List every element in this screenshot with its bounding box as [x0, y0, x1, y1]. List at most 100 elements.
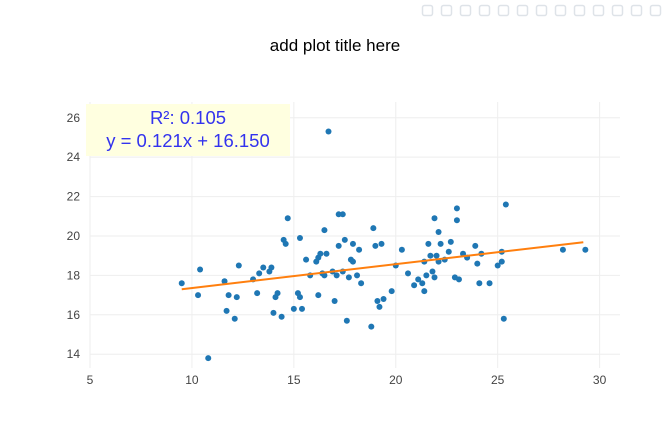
data-point [335, 242, 342, 249]
autoscale-icon[interactable] [554, 4, 567, 17]
data-point [421, 288, 428, 295]
data-point [559, 246, 566, 253]
data-point [494, 262, 501, 269]
data-point [433, 252, 440, 259]
x-tick-label: 15 [287, 373, 301, 387]
data-point [341, 236, 348, 243]
data-point [445, 248, 452, 255]
data-point [205, 355, 212, 362]
lasso-select-icon[interactable] [497, 4, 510, 17]
data-point [331, 298, 338, 305]
x-tick-label: 25 [491, 373, 505, 387]
data-point [299, 305, 305, 312]
data-point [235, 262, 242, 269]
x-tick-label: 5 [87, 373, 94, 387]
data-point [296, 234, 303, 241]
data-point [380, 296, 387, 303]
data-point [498, 258, 505, 265]
x-tick-label: 10 [185, 373, 199, 387]
data-point [368, 323, 375, 330]
data-point [274, 290, 281, 297]
data-point [455, 276, 462, 283]
data-point [317, 250, 324, 257]
data-point [333, 272, 340, 279]
data-point [233, 294, 240, 301]
data-point [254, 290, 261, 297]
hover-closest-icon[interactable] [611, 4, 624, 17]
hover-compare-icon[interactable] [630, 4, 643, 17]
plotly-logo-icon[interactable] [649, 4, 662, 17]
data-point [376, 303, 383, 310]
data-point [378, 240, 385, 247]
data-point [178, 280, 185, 287]
regression-annotation: R²: 0.105 y = 0.121x + 16.150 [86, 104, 290, 156]
data-point [447, 238, 454, 245]
pan-icon[interactable] [459, 4, 472, 17]
reset-axes-icon[interactable] [573, 4, 586, 17]
data-point [500, 315, 507, 322]
data-point [349, 258, 356, 265]
data-point [429, 268, 436, 275]
data-point [323, 250, 330, 257]
data-point [303, 256, 310, 263]
y-tick-label: 20 [67, 229, 81, 243]
data-point [223, 307, 230, 314]
y-tick-label: 14 [67, 347, 81, 361]
fit-line [181, 241, 584, 291]
camera-icon[interactable] [421, 4, 434, 17]
data-point [225, 292, 232, 299]
data-point [268, 264, 275, 271]
data-point [356, 246, 363, 253]
data-point [423, 272, 430, 279]
data-point [354, 272, 361, 279]
data-point [486, 280, 493, 287]
data-point [476, 280, 483, 287]
data-point [284, 215, 291, 222]
modebar [421, 4, 662, 17]
data-point [370, 225, 377, 232]
data-point [427, 252, 434, 259]
y-tick-label: 18 [67, 268, 81, 282]
data-point [315, 292, 322, 299]
data-point [398, 246, 405, 253]
box-select-icon[interactable] [478, 4, 491, 17]
plot-title: add plot title here [269, 36, 401, 55]
data-point [270, 309, 277, 316]
y-tick-label: 26 [67, 111, 81, 125]
data-point [256, 270, 263, 277]
data-point [431, 274, 438, 281]
zoom-icon[interactable] [440, 4, 453, 17]
regression-equation: y = 0.121x + 16.150 [106, 130, 270, 151]
data-point [431, 215, 438, 222]
data-point [339, 211, 346, 218]
data-point [435, 229, 442, 236]
data-point [358, 280, 365, 287]
spike-lines-icon[interactable] [592, 4, 605, 17]
x-tick-label: 30 [593, 373, 607, 387]
x-tick-label: 20 [389, 373, 403, 387]
data-point [296, 294, 303, 301]
data-point [474, 260, 481, 267]
data-point [453, 205, 460, 212]
data-point [260, 264, 267, 271]
data-point [372, 242, 379, 249]
data-point [472, 242, 479, 249]
data-point [282, 240, 289, 247]
data-point [419, 280, 426, 287]
data-point [411, 282, 418, 289]
r-squared-label: R²: 0.105 [149, 107, 227, 128]
data-point [290, 305, 297, 312]
y-tick-label: 22 [67, 190, 81, 204]
data-point [425, 240, 432, 247]
data-point [453, 217, 460, 224]
y-tick-label: 24 [67, 150, 81, 164]
data-point [415, 276, 422, 283]
zoom-out-icon[interactable] [535, 4, 548, 17]
data-point [221, 278, 228, 285]
data-point [231, 315, 238, 322]
data-point [325, 128, 332, 135]
zoom-in-icon[interactable] [516, 4, 529, 17]
data-point [349, 240, 356, 247]
y-tick-label: 16 [67, 308, 81, 322]
